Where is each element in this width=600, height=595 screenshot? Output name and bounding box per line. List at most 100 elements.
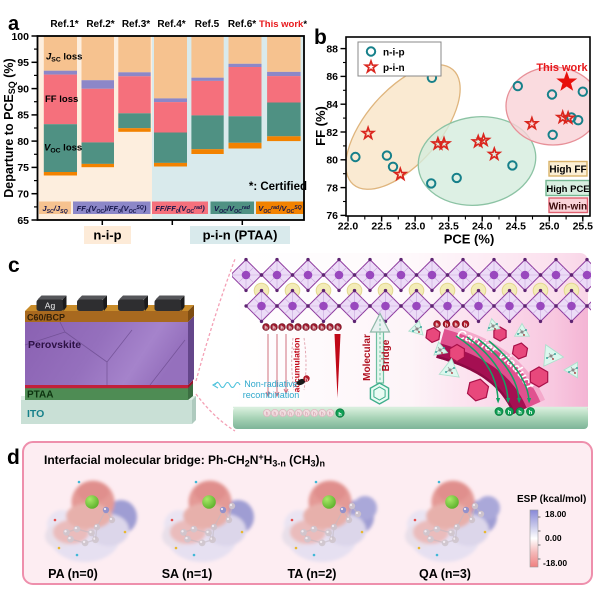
svg-text:h: h — [264, 326, 268, 332]
svg-text:C60/BCP: C60/BCP — [27, 313, 65, 323]
svg-text:This work*: This work* — [259, 19, 307, 30]
svg-text:Perovskite: Perovskite — [28, 339, 81, 351]
svg-text:h: h — [497, 410, 501, 416]
svg-text:h: h — [329, 412, 332, 418]
svg-text:h: h — [435, 323, 438, 329]
svg-text:h: h — [297, 412, 300, 418]
svg-text:Ref.5: Ref.5 — [195, 19, 220, 30]
svg-text:h: h — [328, 326, 332, 332]
svg-text:h: h — [338, 412, 342, 418]
svg-text:h: h — [304, 326, 308, 332]
svg-text:65: 65 — [17, 215, 29, 227]
svg-text:FF (%): FF (%) — [313, 106, 328, 146]
svg-text:VOC loss: VOC loss — [44, 143, 82, 155]
svg-text:Ref.3*: Ref.3* — [122, 19, 150, 30]
svg-text:JSC loss: JSC loss — [46, 52, 82, 64]
svg-text:Ref.4*: Ref.4* — [157, 19, 185, 30]
svg-text:h: h — [464, 323, 467, 329]
svg-text:h: h — [274, 412, 277, 418]
svg-text:78: 78 — [326, 182, 338, 194]
svg-text:h: h — [518, 410, 522, 416]
svg-text:h: h — [454, 323, 457, 329]
svg-text:JSC/JSQ: JSC/JSQ — [42, 204, 67, 215]
svg-text:h: h — [336, 326, 340, 332]
svg-text:h: h — [305, 377, 308, 382]
svg-text:86: 86 — [326, 71, 338, 83]
svg-text:PA (n=0): PA (n=0) — [48, 567, 98, 581]
svg-text:h: h — [313, 412, 316, 418]
svg-text:ESP (kcal/mol): ESP (kcal/mol) — [517, 494, 586, 505]
svg-text:h: h — [529, 410, 533, 416]
svg-text:accumulation: accumulation — [292, 338, 302, 393]
svg-text:VOC/VOCrad: VOC/VOCrad — [214, 204, 251, 215]
svg-text:Non-radiative: Non-radiative — [244, 379, 298, 389]
svg-text:24.0: 24.0 — [472, 221, 493, 233]
svg-text:Bridge: Bridge — [381, 339, 392, 371]
svg-text:Molecular: Molecular — [362, 334, 373, 381]
svg-text:FF loss: FF loss — [45, 94, 78, 105]
svg-text:82: 82 — [326, 127, 338, 139]
svg-text:n-i-p: n-i-p — [93, 228, 121, 243]
svg-text:TA (n=2): TA (n=2) — [288, 567, 337, 581]
svg-text:23.0: 23.0 — [405, 221, 426, 233]
svg-text:18.00: 18.00 — [545, 509, 567, 519]
svg-text:22.0: 22.0 — [338, 221, 359, 233]
svg-text:h: h — [280, 326, 284, 332]
svg-text:d: d — [7, 446, 20, 469]
svg-text:Interfacial molecular bridge:: Interfacial molecular bridge: Ph-CH2N+H3… — [44, 452, 325, 469]
svg-text:25.0: 25.0 — [539, 221, 560, 233]
svg-text:95: 95 — [17, 57, 29, 69]
svg-text:-18.00: -18.00 — [543, 558, 567, 568]
svg-text:h: h — [296, 326, 300, 332]
svg-text:88: 88 — [326, 43, 338, 55]
svg-text:PTAA: PTAA — [27, 390, 53, 401]
svg-text:*: Certified: *: Certified — [249, 181, 307, 193]
svg-text:80: 80 — [326, 155, 338, 167]
svg-text:p-i-n (PTAA): p-i-n (PTAA) — [203, 228, 278, 243]
svg-text:p-i-n: p-i-n — [383, 63, 405, 74]
svg-text:c: c — [8, 254, 20, 277]
svg-text:ITO: ITO — [27, 408, 44, 420]
svg-text:75: 75 — [17, 162, 29, 174]
svg-text:h: h — [289, 412, 292, 418]
svg-text:High PCE: High PCE — [546, 184, 589, 195]
svg-text:23.5: 23.5 — [438, 221, 459, 233]
svg-text:VOCrad/VOCSQ: VOCrad/VOCSQ — [258, 204, 301, 215]
svg-text:100: 100 — [11, 31, 29, 43]
svg-text:SA (n=1): SA (n=1) — [162, 567, 213, 581]
svg-text:24.5: 24.5 — [506, 221, 527, 233]
svg-text:70: 70 — [17, 189, 29, 201]
svg-text:Win-win: Win-win — [549, 202, 587, 213]
svg-text:Ag: Ag — [45, 301, 56, 311]
svg-text:QA (n=3): QA (n=3) — [419, 567, 471, 581]
svg-text:FF0(VOC)/FF0(VOCSQ): FF0(VOC)/FF0(VOCSQ) — [77, 204, 147, 215]
svg-text:h: h — [266, 412, 269, 418]
svg-text:a: a — [8, 13, 20, 35]
svg-text:h: h — [312, 326, 316, 332]
svg-text:Ref.2*: Ref.2* — [86, 19, 114, 30]
svg-text:h: h — [321, 412, 324, 418]
svg-text:h: h — [445, 323, 448, 329]
svg-text:Departure to PCESQ (%): Departure to PCESQ (%) — [2, 58, 17, 197]
svg-text:Ref.1*: Ref.1* — [50, 19, 78, 30]
svg-text:h: h — [508, 410, 512, 416]
svg-text:n-i-p: n-i-p — [383, 48, 405, 59]
svg-text:High FF: High FF — [549, 165, 586, 176]
svg-text:25.5: 25.5 — [573, 221, 594, 233]
svg-text:90: 90 — [17, 83, 29, 95]
svg-text:84: 84 — [326, 99, 338, 111]
svg-text:PCE (%): PCE (%) — [444, 232, 495, 247]
svg-text:80: 80 — [17, 136, 29, 148]
svg-text:85: 85 — [17, 110, 29, 122]
svg-text:h: h — [320, 326, 324, 332]
svg-text:0.00: 0.00 — [545, 533, 562, 543]
svg-text:h: h — [305, 412, 308, 418]
svg-text:FF/FF0(VOCrad): FF/FF0(VOCrad) — [155, 204, 205, 215]
svg-text:Ref.6*: Ref.6* — [228, 19, 256, 30]
svg-text:recombination: recombination — [243, 390, 300, 400]
svg-text:76: 76 — [326, 210, 338, 222]
svg-text:This work: This work — [536, 62, 588, 74]
svg-text:b: b — [314, 26, 327, 49]
svg-text:h: h — [288, 326, 292, 332]
svg-text:h: h — [281, 412, 284, 418]
